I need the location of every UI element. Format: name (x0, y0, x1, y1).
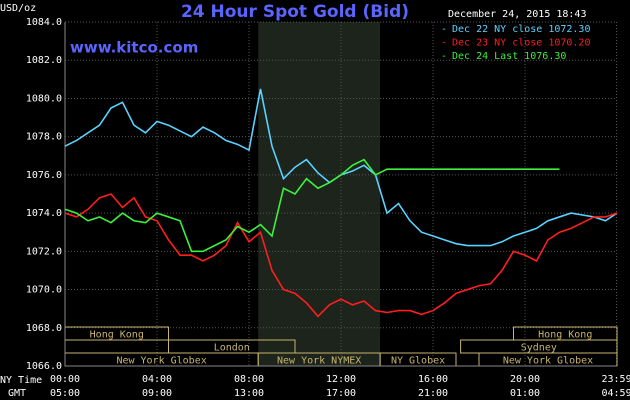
gmt-tick-label: 04:59 (601, 388, 630, 399)
unit-label: USD/oz (0, 3, 36, 14)
gmt-tick-label: 13:00 (234, 388, 264, 399)
session-label: Hong Kong (538, 330, 592, 341)
legend-label: Dec 24 Last 1076.30 (452, 51, 566, 62)
y-tick-label: 1070.0 (26, 285, 62, 296)
shade-layer (258, 22, 381, 366)
series-line (64, 158, 560, 253)
y-tick-label: 1080.0 (26, 93, 62, 104)
x-row-label: NY Time (0, 375, 42, 386)
session-label: Sydney (521, 343, 557, 354)
session-label: Hong Kong (90, 330, 144, 341)
chart-title: 24 Hour Spot Gold (Bid) (181, 2, 409, 22)
legend-dash: - (441, 51, 447, 62)
y-tick-label: 1074.0 (26, 208, 62, 219)
gmt-tick-label: 17:00 (326, 388, 356, 399)
series-line (64, 193, 618, 318)
x-tick-label: 20:00 (510, 374, 540, 385)
session-label: London (214, 343, 250, 354)
legend-dash: - (441, 24, 447, 35)
y-tick-label: 1084.0 (26, 17, 62, 28)
y-tick-label: 1076.0 (26, 170, 62, 181)
legend-label: Dec 23 NY close 1070.20 (452, 38, 590, 49)
y-tick-label: 1066.0 (26, 361, 62, 372)
y-tick-label: 1072.0 (26, 246, 62, 257)
x-tick-label: 00:00 (50, 374, 80, 385)
gmt-tick-label: 05:00 (50, 388, 80, 399)
legend-dash: - (441, 38, 447, 49)
session-label: New York Globex (116, 356, 206, 367)
gmt-tick-label: 21:00 (418, 388, 448, 399)
x-tick-label: 16:00 (418, 374, 448, 385)
gmt-tick-label: 01:00 (510, 388, 540, 399)
x-tick-label: 23:59 (601, 374, 630, 385)
gmt-tick-label: 09:00 (142, 388, 172, 399)
site: www.kitco.com (70, 39, 198, 57)
legend-label: Dec 22 NY close 1072.30 (452, 24, 590, 35)
session-label: New York Globex (503, 356, 593, 367)
timestamp: December 24, 2015 18:43 (448, 9, 586, 20)
y-tick-label: 1078.0 (26, 132, 62, 143)
x-tick-label: 08:00 (234, 374, 264, 385)
x-tick-label: 04:00 (142, 374, 172, 385)
session-label: New York NYMEX (277, 356, 361, 367)
x-row-label: GMT (8, 388, 26, 399)
y-tick-label: 1082.0 (26, 55, 62, 66)
y-tick-label: 1068.0 (26, 323, 62, 334)
session-shade (258, 22, 381, 366)
session-label: NY Globex (391, 356, 445, 367)
x-tick-label: 12:00 (326, 374, 356, 385)
